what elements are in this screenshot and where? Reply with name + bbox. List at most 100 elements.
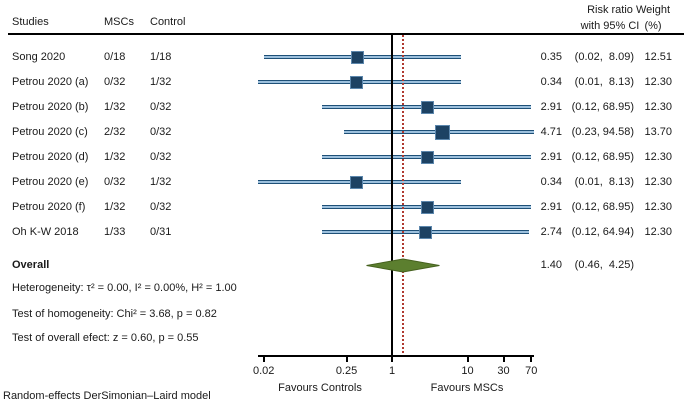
effect-size-square <box>351 50 365 64</box>
x-axis-tick <box>466 356 469 362</box>
study-weight: 12.30 <box>644 101 672 113</box>
study-mscs: 0/32 <box>104 76 126 88</box>
study-control: 0/31 <box>150 226 172 238</box>
heterogeneity-stat: Heterogeneity: τ² = 0.00, I² = 0.00%, H²… <box>12 282 237 294</box>
study-ci: (0.01, 8.13) <box>574 76 634 88</box>
effect-size-square <box>350 175 364 189</box>
study-ci: (0.12, 64.94) <box>571 226 634 238</box>
study-weight: 12.51 <box>644 51 672 63</box>
study-control: 1/18 <box>150 51 172 63</box>
table-row: Song 2020 0/18 1/18 0.35 (0.02, 8.09) 12… <box>0 49 685 65</box>
study-mscs: 1/32 <box>104 101 126 113</box>
table-header-row: Studies MSCs Control <box>0 14 685 30</box>
stats-row: Test of overall efect: z = 0.60, p = 0.5… <box>0 330 685 346</box>
x-axis-tick <box>345 356 348 362</box>
overall-row: Overall 1.40 (0.46, 4.25) <box>0 257 685 273</box>
study-ci: (0.12, 68.95) <box>571 101 634 113</box>
header-mscs: MSCs <box>104 16 134 28</box>
study-mscs: 0/32 <box>104 176 126 188</box>
effect-size-square <box>435 124 451 140</box>
effect-size-square <box>350 75 364 89</box>
effect-size-square <box>418 225 432 239</box>
study-weight: 12.30 <box>644 176 672 188</box>
study-control: 0/32 <box>150 126 172 138</box>
study-ci: (0.01, 8.13) <box>574 176 634 188</box>
header-studies: Studies <box>12 16 49 28</box>
overall-rr: 1.40 <box>540 259 562 271</box>
table-row: Petrou 2020 (a) 0/32 1/32 0.34 (0.01, 8.… <box>0 74 685 90</box>
header-risk-ratio-line1: Risk ratio <box>587 4 633 16</box>
x-axis-tick <box>530 356 533 362</box>
x-axis-tick <box>262 356 265 362</box>
table-row: Petrou 2020 (d) 1/32 0/32 2.91 (0.12, 68… <box>0 149 685 165</box>
homogeneity-test-stat: Test of homogeneity: Chi² = 3.68, p = 0.… <box>12 308 217 320</box>
table-row: Petrou 2020 (f) 1/32 0/32 2.91 (0.12, 68… <box>0 199 685 215</box>
header-risk-ratio-line2: with 95% CI <box>580 20 640 32</box>
study-rr: 4.71 <box>540 126 562 138</box>
x-axis-tick-label: 0.25 <box>335 365 358 377</box>
study-ci: (0.12, 68.95) <box>571 151 634 163</box>
study-control: 0/32 <box>150 201 172 213</box>
study-rr: 2.91 <box>540 201 562 213</box>
table-row: Petrou 2020 (c) 2/32 0/32 4.71 (0.23, 94… <box>0 124 685 140</box>
study-weight: 12.30 <box>644 76 672 88</box>
study-weight: 12.30 <box>644 151 672 163</box>
overall-effect-test-stat: Test of overall efect: z = 0.60, p = 0.5… <box>12 332 199 344</box>
study-rr: 2.91 <box>540 101 562 113</box>
study-control: 1/32 <box>150 76 172 88</box>
study-ci: (0.02, 8.09) <box>574 51 634 63</box>
effect-size-square <box>420 100 434 114</box>
header-control: Control <box>150 16 186 28</box>
study-rr: 2.74 <box>540 226 562 238</box>
study-name: Petrou 2020 (b) <box>12 101 89 113</box>
x-axis-tick <box>391 356 393 362</box>
study-rr: 2.91 <box>540 151 562 163</box>
table-row: Petrou 2020 (e) 0/32 1/32 0.34 (0.01, 8.… <box>0 174 685 190</box>
study-name: Petrou 2020 (c) <box>12 126 88 138</box>
header-weight-line1: Weight <box>635 4 671 16</box>
study-rr: 0.34 <box>540 76 562 88</box>
study-rr: 0.34 <box>540 176 562 188</box>
study-name: Petrou 2020 (f) <box>12 201 86 213</box>
x-axis-line <box>258 355 534 357</box>
study-name: Petrou 2020 (e) <box>12 176 89 188</box>
study-name: Petrou 2020 (a) <box>12 76 89 88</box>
study-weight: 13.70 <box>644 126 672 138</box>
study-weight: 12.30 <box>644 201 672 213</box>
x-axis-tick-label: 70 <box>525 365 538 377</box>
study-weight: 12.30 <box>644 226 672 238</box>
overall-ci: (0.46, 4.25) <box>574 259 634 271</box>
x-axis-tick <box>502 356 505 362</box>
study-control: 0/32 <box>150 101 172 113</box>
axis-label-favours-mscs: Favours MSCs <box>430 382 504 394</box>
model-footnote: Random-effects DerSimonian–Laird model <box>3 390 211 402</box>
null-reference-line <box>391 34 393 355</box>
overall-label: Overall <box>12 259 50 271</box>
x-axis-tick-label: 10 <box>461 365 474 377</box>
study-mscs: 2/32 <box>104 126 126 138</box>
study-name: Oh K-W 2018 <box>12 226 79 238</box>
study-mscs: 1/32 <box>104 201 126 213</box>
axis-label-favours-controls: Favours Controls <box>278 382 362 394</box>
header-weight-line2: (%) <box>644 20 662 32</box>
stats-row: Heterogeneity: τ² = 0.00, I² = 0.00%, H²… <box>0 280 685 296</box>
effect-size-square <box>420 200 434 214</box>
x-axis-tick-label: 0.02 <box>253 365 275 377</box>
study-mscs: 1/32 <box>104 151 126 163</box>
study-ci: (0.23, 94.58) <box>571 126 634 138</box>
table-row: Petrou 2020 (b) 1/32 0/32 2.91 (0.12, 68… <box>0 99 685 115</box>
study-rr: 0.35 <box>540 51 562 63</box>
study-control: 0/32 <box>150 151 172 163</box>
study-mscs: 1/33 <box>104 226 126 238</box>
header-rule <box>8 33 684 35</box>
table-row: Oh K-W 2018 1/33 0/31 2.74 (0.12, 64.94)… <box>0 224 685 240</box>
study-name: Song 2020 <box>12 51 66 63</box>
study-ci: (0.12, 68.95) <box>571 201 634 213</box>
study-mscs: 0/18 <box>104 51 126 63</box>
study-control: 1/32 <box>150 176 172 188</box>
x-axis-tick-label: 30 <box>497 365 510 377</box>
effect-size-square <box>420 150 434 164</box>
x-axis-tick-label: 1 <box>388 365 396 377</box>
